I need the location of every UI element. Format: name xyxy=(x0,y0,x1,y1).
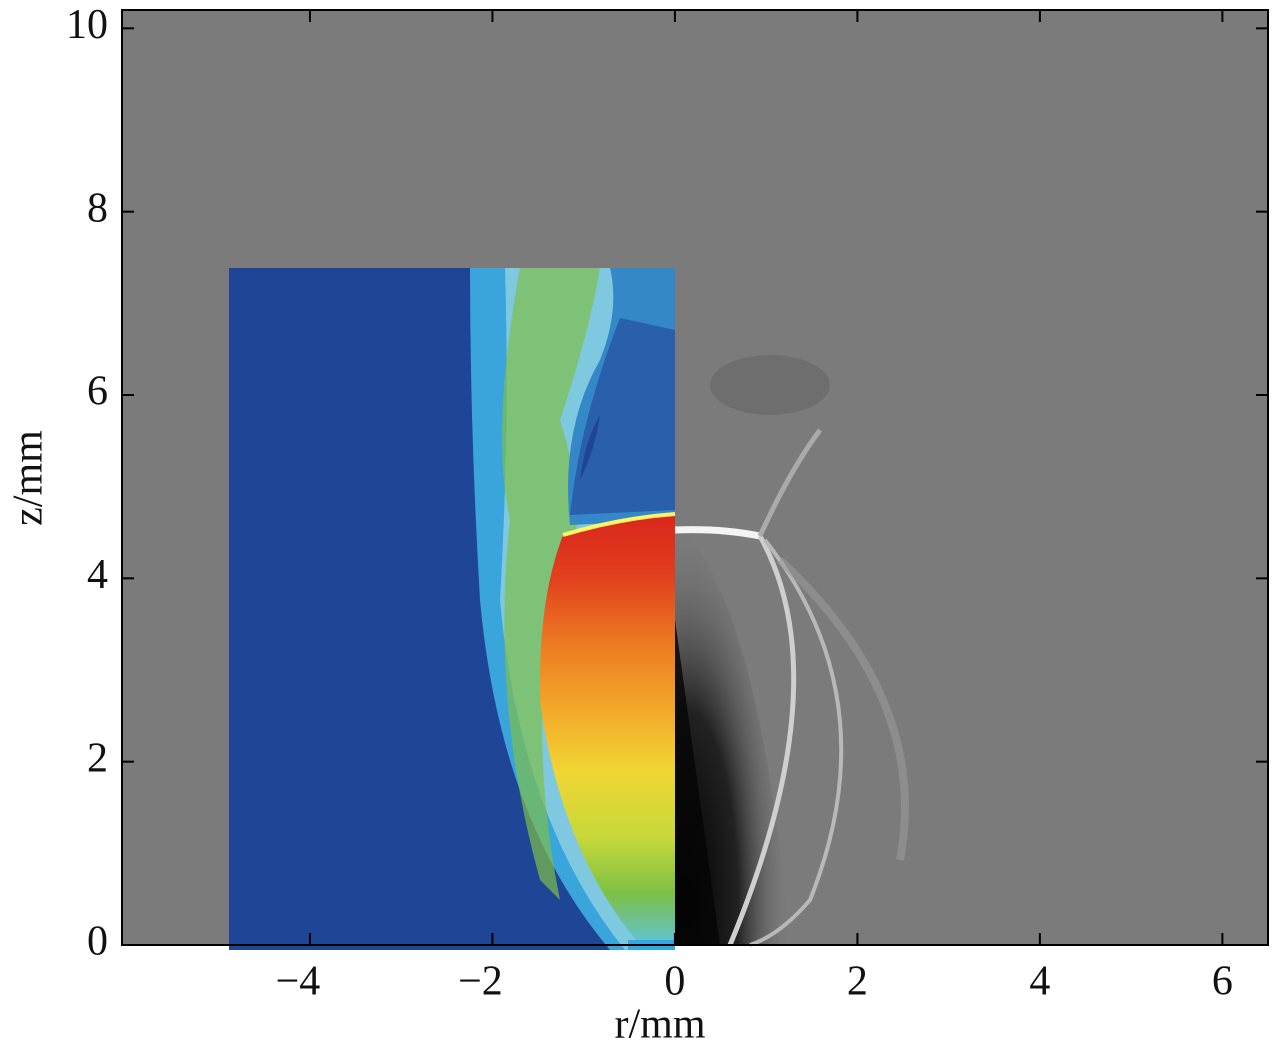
y-tick-label: 4 xyxy=(87,552,108,598)
y-tick-label: 0 xyxy=(87,919,108,965)
image xyxy=(122,10,1268,950)
plot-frame xyxy=(121,9,1269,946)
y-tick-label: 10 xyxy=(66,2,108,48)
x-tick-label: −2 xyxy=(458,959,503,1005)
y-tick-label: 6 xyxy=(87,369,108,415)
x-tick-label: 6 xyxy=(1212,959,1233,1005)
x-axis-label: r/mm xyxy=(615,1002,706,1048)
x-tick-label: 4 xyxy=(1029,959,1050,1005)
x-tick-label: −4 xyxy=(276,959,321,1005)
y-axis-label: z/mm xyxy=(6,430,52,526)
x-tick-label: 2 xyxy=(847,959,868,1005)
x-tick-label: 0 xyxy=(664,959,685,1005)
y-tick-label: 2 xyxy=(87,735,108,781)
y-tick-label: 8 xyxy=(87,185,108,231)
